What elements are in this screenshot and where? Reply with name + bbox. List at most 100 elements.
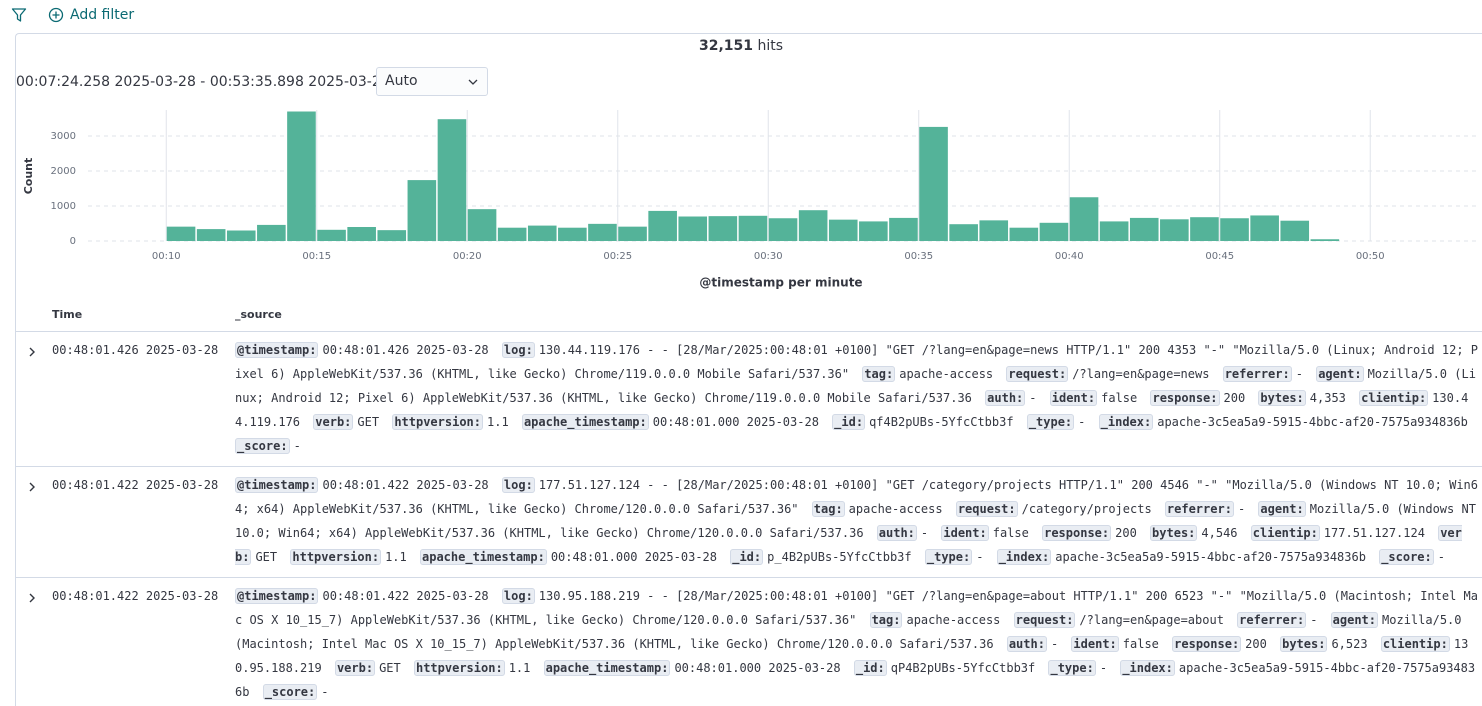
field-value: apache-3c5ea5a9-5915-4bbc-af20-7575a9348… <box>1157 415 1468 429</box>
field-value: p_4B2pUBs-5YfcCtbb3f <box>767 550 912 564</box>
field-value: Mozilla/5.0 (Macintosh; Intel Mac OS X 1… <box>235 613 1462 651</box>
bar <box>1220 218 1249 241</box>
bar <box>708 216 738 241</box>
field-value: - <box>293 439 301 453</box>
field-key: agent: <box>1316 366 1364 382</box>
field-value: 177.51.127.124 - - [28/Mar/2025:00:48:01… <box>235 478 1478 516</box>
y-tick-label: 3000 <box>51 131 76 142</box>
row-source: @timestamp: 00:48:01.422 2025-03-28 log: 1… <box>235 467 1482 577</box>
x-tick-label: 00:10 <box>152 251 181 262</box>
table-row: 00:48:01.422 2025-03-28 @timestamp: 00:48:… <box>15 467 1482 578</box>
x-tick-label: 00:40 <box>1055 251 1084 262</box>
field-key: bytes: <box>1280 636 1328 652</box>
field-key: referrer: <box>1164 501 1234 517</box>
field-value: /category/projects <box>1021 502 1152 516</box>
table-row: 00:48:01.426 2025-03-28 @timestamp: 00:48:… <box>15 332 1482 467</box>
field-value: apache-access <box>906 613 1001 627</box>
field-value: 1.1 <box>487 415 509 429</box>
table-row: 00:48:01.422 2025-03-28 @timestamp: 00:48:… <box>15 578 1482 706</box>
field-key: apache_timestamp: <box>521 414 649 430</box>
field-value: 200 <box>1115 526 1137 540</box>
x-tick-label: 00:35 <box>904 251 933 262</box>
bar <box>527 225 557 241</box>
expand-button[interactable] <box>25 590 39 604</box>
field-key: _type: <box>1026 414 1075 430</box>
field-value: GET <box>255 550 278 564</box>
bar <box>1009 227 1039 241</box>
hits-label: hits <box>757 38 784 54</box>
field-key: _score: <box>262 684 318 700</box>
y-tick-label: 2000 <box>51 166 76 177</box>
field-key: tag: <box>811 501 845 517</box>
bar <box>889 217 918 241</box>
field-key: referrer: <box>1237 612 1307 628</box>
field-value: apache-access <box>848 502 943 516</box>
bar <box>407 180 437 241</box>
bar <box>1129 217 1159 241</box>
table-header: Time _source <box>15 304 1482 332</box>
field-key: _id: <box>853 660 887 676</box>
x-tick-label: 00:30 <box>754 251 783 262</box>
field-key: request: <box>955 501 1018 517</box>
chevron-right <box>29 482 35 492</box>
field-value: 1.1 <box>385 550 407 564</box>
field-key: request: <box>1013 612 1076 628</box>
interval-select[interactable]: Auto <box>376 67 488 96</box>
field-key: clientip: <box>1250 525 1320 541</box>
field-key: bytes: <box>1258 390 1306 406</box>
field-value: false <box>992 526 1029 540</box>
x-tick-label: 00:50 <box>1356 251 1385 262</box>
field-key: _id: <box>730 549 764 565</box>
bar <box>1310 239 1340 241</box>
field-value: false <box>1122 637 1159 651</box>
field-key: _type: <box>1048 660 1096 676</box>
field-value: 00:48:01.422 2025-03-28 <box>322 589 489 603</box>
bar <box>1190 217 1219 241</box>
row-source: @timestamp: 00:48:01.426 2025-03-28 log: 1… <box>235 332 1482 466</box>
field-value: apache-3c5ea5a9-5915-4bbc-af20-7575a9348… <box>235 661 1476 699</box>
plus-icon <box>48 7 64 23</box>
field-key: log: <box>501 477 535 493</box>
field-value: /?lang=en&page=about <box>1079 613 1224 627</box>
bar <box>1280 220 1310 241</box>
field-value: - <box>1237 502 1246 516</box>
field-value: - <box>1099 661 1108 675</box>
field-value: 00:48:01.000 2025-03-28 <box>652 415 819 429</box>
chevron-right <box>29 593 35 603</box>
histogram-chart: Count @timestamp per minute 00:10 00:15 00… <box>22 110 1479 290</box>
field-key: clientip: <box>1359 390 1429 406</box>
bar <box>678 216 708 241</box>
x-tick-label: 00:20 <box>453 251 482 262</box>
field-key: verb: <box>334 660 376 676</box>
chevron-right <box>29 347 35 357</box>
bar <box>648 210 677 241</box>
y-tick-label: 1000 <box>51 201 76 212</box>
row-time: 00:48:01.426 2025-03-28 <box>52 343 219 357</box>
bar <box>226 230 256 241</box>
bar <box>798 210 828 241</box>
bar <box>588 223 617 241</box>
field-value: 00:48:01.000 2025-03-28 <box>550 550 717 564</box>
field-key: ident: <box>1049 390 1098 406</box>
filter-icon[interactable] <box>11 7 27 23</box>
expand-button[interactable] <box>25 344 39 358</box>
field-key: _index: <box>996 549 1052 565</box>
row-time: 00:48:01.422 2025-03-28 <box>52 478 219 492</box>
chevron-down <box>468 79 478 85</box>
field-key: agent: <box>1258 501 1306 517</box>
add-filter-button[interactable]: Add filter <box>48 4 134 26</box>
field-value: 130.44.119.176 - - [28/Mar/2025:00:48:01… <box>235 343 1478 381</box>
field-value: apache-3c5ea5a9-5915-4bbc-af20-7575a9348… <box>1055 550 1366 564</box>
field-value: - <box>1437 550 1445 564</box>
bar <box>828 219 858 241</box>
expand-button[interactable] <box>25 479 39 493</box>
interval-value: Auto <box>385 73 418 89</box>
field-value: - <box>1310 613 1318 627</box>
field-value: 00:48:01.426 2025-03-28 <box>322 343 489 357</box>
field-value: - <box>976 550 984 564</box>
field-key: log: <box>501 342 535 358</box>
field-key: httpversion: <box>392 414 484 430</box>
field-key: httpversion: <box>290 549 382 565</box>
bar <box>1069 197 1099 241</box>
